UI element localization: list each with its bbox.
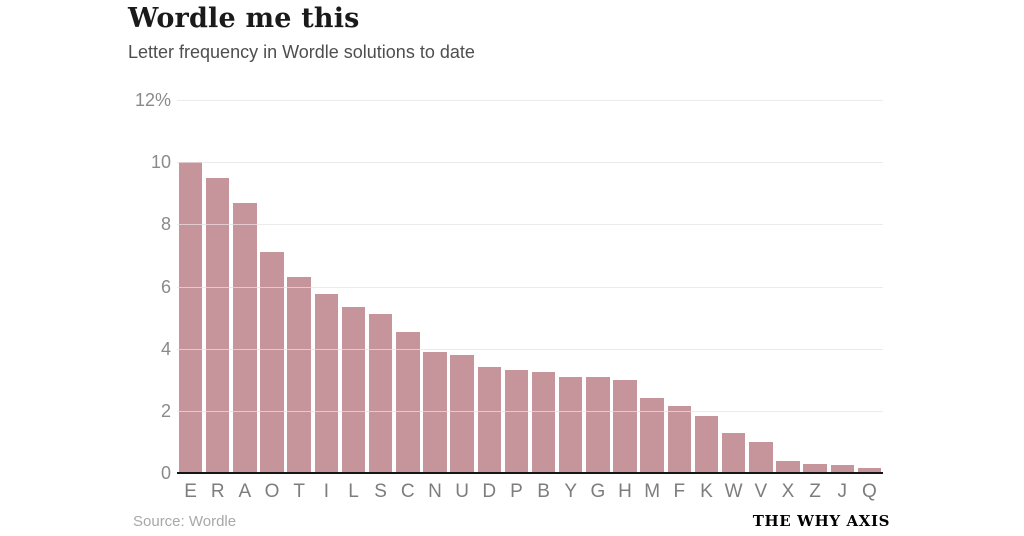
x-axis-label-S: S [374,481,387,502]
x-axis-label-J: J [837,481,848,502]
x-axis-label-X: X [781,481,795,502]
x-axis-label-W: W [724,481,743,502]
x-axis-baseline [177,472,883,474]
x-axis-label-U: U [455,481,469,502]
brand-logo: THE WHY AXIS [752,512,890,530]
x-axis-label-B: B [537,481,550,502]
bar-P [504,370,529,473]
bar-L [341,306,366,473]
bar-X [776,460,800,473]
y-axis-label: 10 [150,152,171,173]
bar-M [640,398,664,473]
bar-E [178,162,203,473]
bar-I [314,294,339,473]
bar-Y [558,376,583,473]
x-axis-label-Z: Z [809,481,821,502]
bar-D [477,367,502,473]
x-axis-label-E: E [184,481,197,502]
x-axis-label-I: I [323,481,329,502]
bar-C [396,331,420,473]
bar-W [721,432,746,473]
bar-O [260,252,284,473]
bar-U [450,354,474,473]
bar-H [613,379,637,473]
page-title: Wordle me this [128,3,360,34]
page-subtitle: Letter frequency in Wordle solutions to … [128,42,475,62]
y-axis-label: 6 [160,276,171,297]
gridline-overlay [177,162,883,164]
gridline-overlay [177,100,883,101]
bar-K [694,415,719,473]
x-axis-label-Y: Y [564,481,578,502]
bar-J [830,465,855,473]
x-axis-label-V: V [754,481,768,502]
x-axis-label-M: M [644,481,661,502]
bar-V [749,441,773,473]
x-axis-label-C: C [400,481,415,502]
gridline-overlay [177,410,883,412]
plot-area [177,100,883,474]
bar-B [531,371,556,473]
x-axis-label-N: N [428,481,442,502]
x-axis-label-H: H [618,481,632,502]
x-axis-label-A: A [238,481,252,502]
gridline-overlay [177,348,883,350]
bar-R [205,177,230,473]
bar-G [586,376,610,473]
bar-T [287,277,311,473]
x-axis-label-F: F [673,481,686,502]
x-axis-label-K: K [700,481,713,502]
bar-N [423,351,447,473]
bar-S [368,314,393,473]
x-axis-label-O: O [264,481,280,502]
x-axis-label-P: P [510,481,523,502]
y-axis-label: 12% [134,90,171,110]
gridline-overlay [177,224,883,226]
bar-Z [803,463,827,473]
bar-A [233,202,257,473]
x-axis-label-G: G [590,481,606,502]
y-axis-label: 2 [160,400,171,421]
y-axis-label: 0 [160,463,171,483]
bar-Q [857,468,882,473]
x-axis-label-T: T [293,481,305,502]
y-axis-label: 4 [160,338,171,359]
gridline-overlay [177,286,883,288]
x-axis-label-D: D [482,481,497,502]
x-axis-label-Q: Q [862,481,877,502]
bar-F [667,406,692,473]
x-axis-label-L: L [348,481,359,502]
x-axis-label-R: R [210,481,225,502]
source-note: Source: Wordle [133,513,237,530]
y-axis-label: 8 [160,214,171,235]
